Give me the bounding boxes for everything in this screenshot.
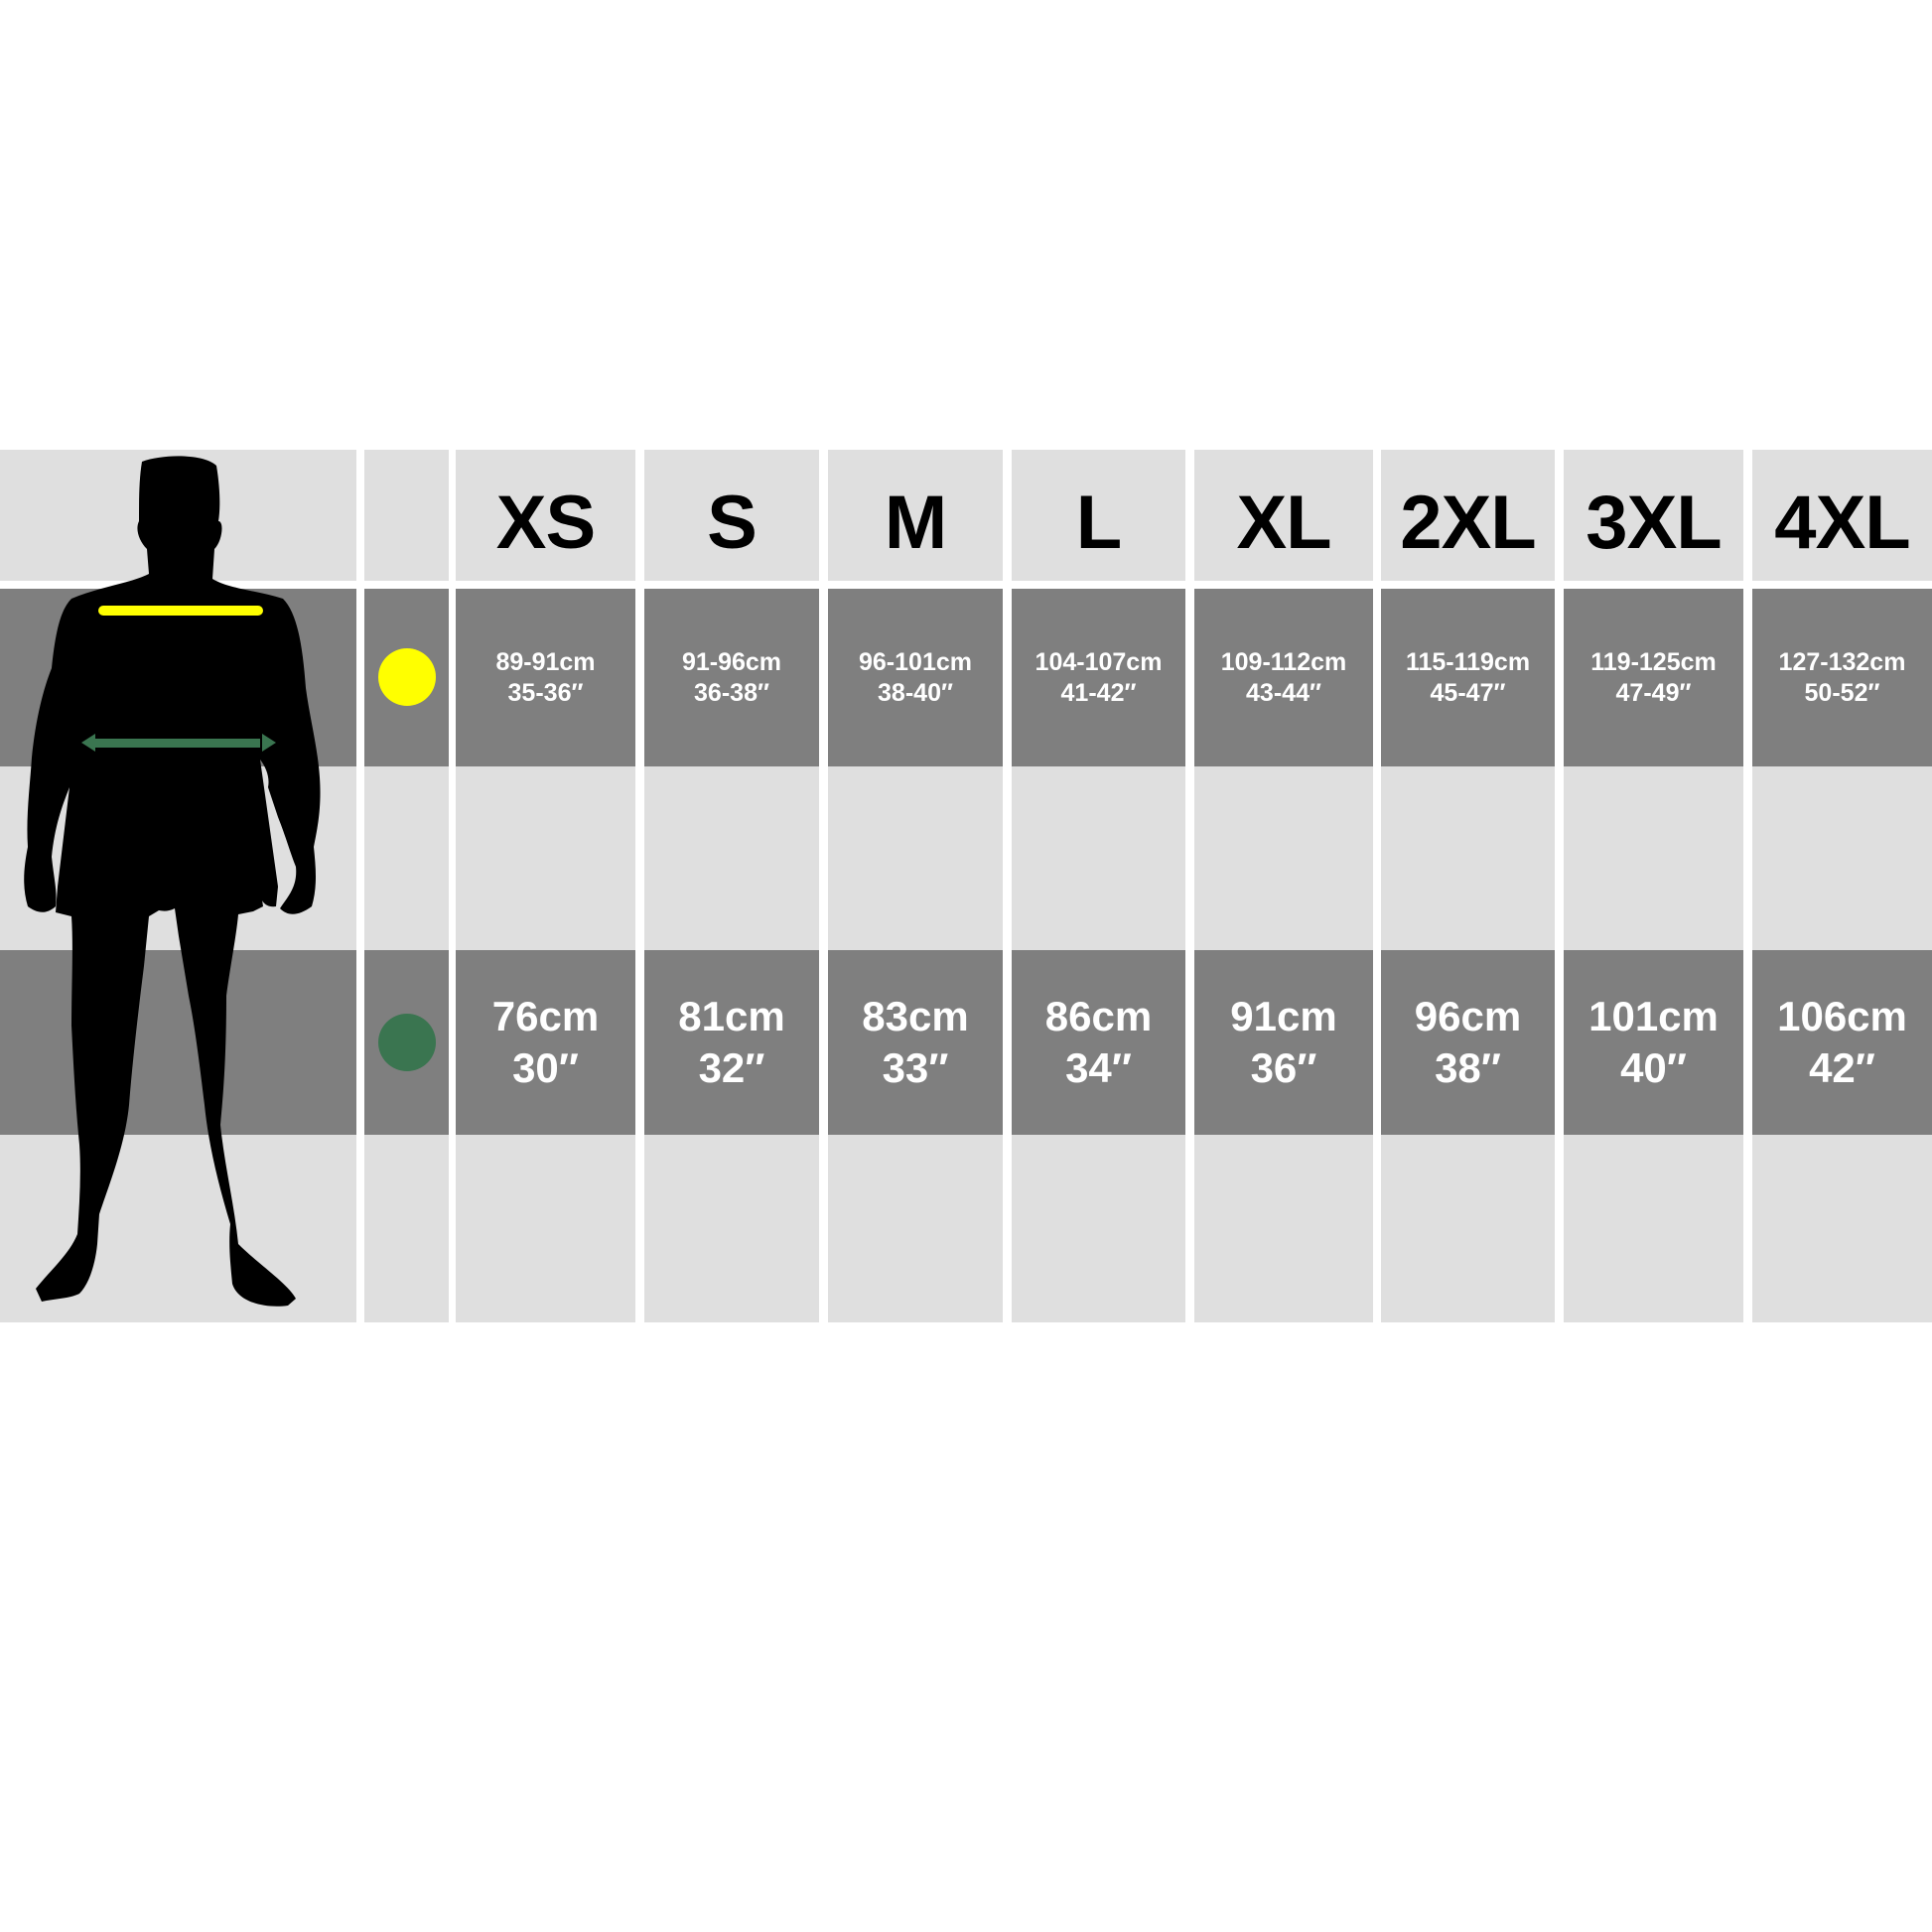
size-header: XL [1194,450,1373,581]
marker-cell [364,766,449,950]
size-label: S [707,480,758,565]
empty-cell [1012,1135,1185,1322]
chest-cell: 119-125cm 47-49″ [1564,589,1743,766]
size-label: 3XL [1586,480,1722,565]
waist-cm: 96cm [1414,993,1522,1039]
chest-cm: 119-125cm [1590,647,1717,676]
waist-in: 32″ [698,1044,765,1091]
waist-in: 36″ [1250,1044,1317,1091]
waist-cell: 106cm 42″ [1752,950,1932,1135]
waist-cell: 83cm 33″ [828,950,1003,1135]
chest-cm: 109-112cm [1220,647,1347,676]
marker-cell [364,1135,449,1322]
size-label: 4XL [1774,480,1910,565]
size-header: 4XL [1752,450,1932,581]
empty-cell [1564,766,1743,950]
waist-in: 40″ [1620,1044,1687,1091]
empty-cell [1752,766,1932,950]
waist-cell: 96cm 38″ [1381,950,1555,1135]
size-header: S [644,450,819,581]
empty-cell [456,1135,635,1322]
waist-cm: 81cm [678,993,785,1039]
size-label: M [884,480,947,565]
chest-in: 41-42″ [1060,678,1137,707]
size-header: L [1012,450,1185,581]
waist-in: 38″ [1435,1044,1501,1091]
size-header: 2XL [1381,450,1555,581]
chest-cell: 96-101cm 38-40″ [828,589,1003,766]
chest-cell: 109-112cm 43-44″ [1194,589,1373,766]
empty-cell [1564,1135,1743,1322]
empty-cell [1194,766,1373,950]
empty-cell [828,766,1003,950]
waist-cm: 83cm [862,993,969,1039]
chest-cm: 89-91cm [495,647,596,676]
empty-cell [1381,1135,1555,1322]
waist-cm: 86cm [1044,993,1153,1039]
chest-cm: 104-107cm [1035,647,1163,676]
empty-cell [1752,1135,1932,1322]
waist-marker-icon [378,1014,436,1071]
figure-cell [0,950,356,1135]
size-label: XL [1236,480,1331,565]
chest-in: 47-49″ [1615,678,1692,707]
size-header: M [828,450,1003,581]
waist-in: 30″ [512,1044,579,1091]
chest-cell: 91-96cm 36-38″ [644,589,819,766]
chest-cell: 89-91cm 35-36″ [456,589,635,766]
waist-in: 34″ [1065,1044,1132,1091]
chest-cm: 96-101cm [859,647,972,676]
waist-cell: 91cm 36″ [1194,950,1373,1135]
size-label: XS [495,480,596,565]
chest-in: 36-38″ [694,678,769,707]
waist-cell: 86cm 34″ [1012,950,1185,1135]
empty-cell [1381,766,1555,950]
waist-cell: 76cm 30″ [456,950,635,1135]
chest-in: 35-36″ [507,678,584,707]
waist-cm: 76cm [491,993,600,1039]
chest-in: 43-44″ [1246,678,1321,707]
chest-cell: 104-107cm 41-42″ [1012,589,1185,766]
chest-cm: 115-119cm [1405,647,1531,676]
size-header: 3XL [1564,450,1743,581]
empty-cell [1012,766,1185,950]
empty-cell [644,766,819,950]
waist-cell: 101cm 40″ [1564,950,1743,1135]
size-label: 2XL [1400,480,1536,565]
waist-cm: 101cm [1588,993,1719,1039]
chest-in: 45-47″ [1430,678,1506,707]
empty-cell [644,1135,819,1322]
body-silhouette-icon [24,456,321,1307]
chest-cell: 115-119cm 45-47″ [1381,589,1555,766]
size-header: XS [456,450,635,581]
waist-cell: 81cm 32″ [644,950,819,1135]
waist-in: 33″ [882,1044,949,1091]
empty-cell [456,766,635,950]
chest-marker-icon [378,648,436,706]
size-label: L [1075,480,1122,565]
waist-cm: 91cm [1230,993,1337,1039]
chest-cm: 127-132cm [1778,647,1906,676]
chest-in: 38-40″ [878,678,953,707]
waist-cm: 106cm [1777,993,1907,1039]
empty-cell [1194,1135,1373,1322]
chest-in: 50-52″ [1804,678,1880,707]
chest-cell: 127-132cm 50-52″ [1752,589,1932,766]
empty-cell [828,1135,1003,1322]
marker-cell [364,450,449,581]
waist-in: 42″ [1809,1044,1875,1091]
chest-cm: 91-96cm [681,647,782,676]
